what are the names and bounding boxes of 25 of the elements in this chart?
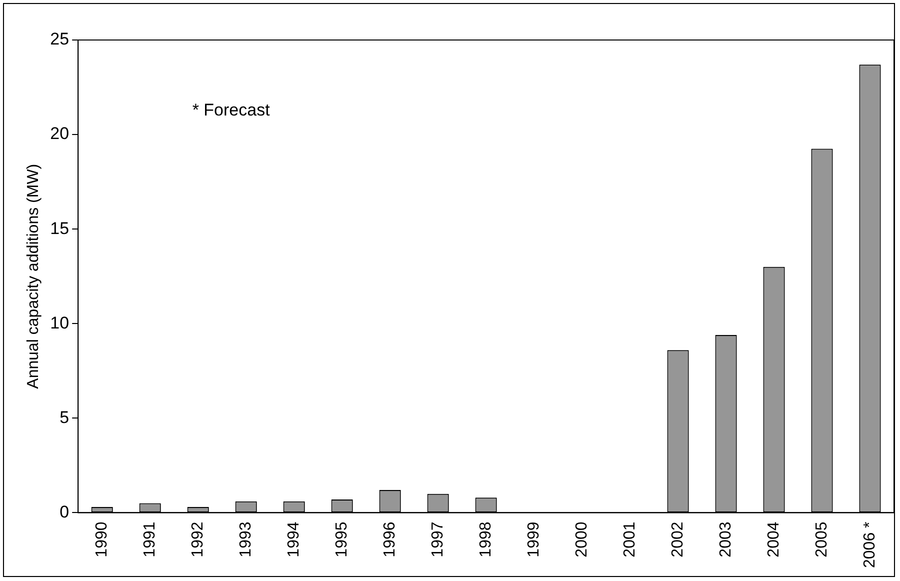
x-tick-label: 2004	[765, 522, 782, 558]
x-tick-label: 2006 *	[861, 522, 878, 568]
x-tick-label: 2002	[669, 522, 686, 558]
y-tick-label: 5	[60, 408, 70, 427]
x-tick-label: 1997	[429, 522, 446, 558]
y-tick-label: 20	[50, 124, 70, 144]
x-tick-label: 2005	[813, 522, 830, 558]
x-tick-label: 1994	[285, 522, 302, 558]
x-tick-label: 2001	[621, 522, 638, 558]
y-tick-label: 15	[50, 218, 70, 238]
x-tick-label: 1995	[333, 522, 350, 558]
x-tick-label: 1993	[237, 522, 254, 558]
x-tick-label: 1999	[525, 522, 542, 558]
x-tick-label: 1998	[477, 522, 494, 558]
x-tick-label: 1991	[142, 522, 159, 558]
x-tick-label: 2000	[573, 522, 590, 558]
x-tick-label: 1992	[190, 522, 206, 558]
x-tick-label: 2003	[717, 522, 734, 558]
y-tick-label: 10	[50, 313, 70, 332]
y-axis-title: Annual capacity additions (MW)	[25, 164, 42, 389]
y-tick-label: 0	[60, 502, 70, 522]
annotation: * Forecast	[192, 100, 270, 120]
x-tick-label: 1996	[381, 522, 398, 558]
x-tick-label: 1990	[94, 522, 111, 558]
y-tick-label: 25	[50, 30, 70, 49]
